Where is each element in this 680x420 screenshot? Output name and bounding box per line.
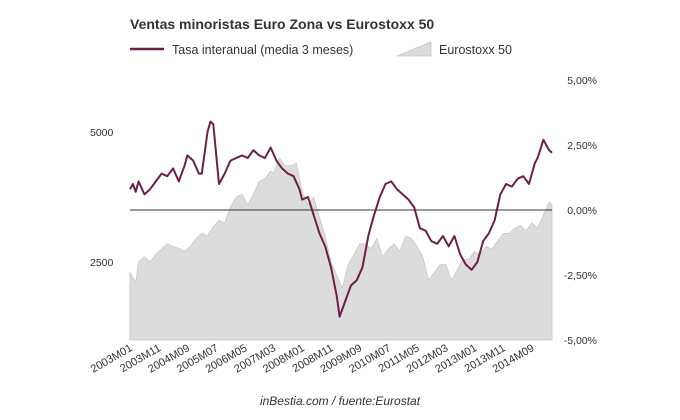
legend-label-stoxx: Eurostoxx 50: [439, 43, 512, 57]
right-tick-label: -5,00%: [564, 335, 597, 347]
left-tick-label: 5000: [90, 127, 114, 139]
stoxx-area: [129, 157, 553, 341]
left-tick-label: 2500: [90, 257, 114, 269]
right-tick-label: 5,00%: [567, 75, 597, 87]
retail-line: [129, 120, 553, 318]
chart-title: Ventas minoristas Euro Zona vs Eurostoxx…: [130, 16, 434, 32]
right-tick-label: -2,50%: [564, 270, 597, 282]
x-axis: 2003M012003M112004M092005M072006M052007M…: [89, 342, 537, 375]
legend-swatch-stoxx: [396, 41, 432, 57]
legend-label-retail: Tasa interanual (media 3 meses): [172, 43, 353, 57]
right-tick-label: 2,50%: [567, 140, 597, 152]
chart-source: inBestia.com / fuente:Eurostat: [260, 394, 421, 408]
left-axis: 2500 5000: [90, 127, 114, 269]
right-tick-label: 0,00%: [567, 205, 597, 217]
right-axis: 5,00% 2,50% 0,00% -2,50% -5,00%: [564, 75, 597, 347]
line-layer: [129, 120, 553, 318]
area-layer: [129, 157, 553, 341]
